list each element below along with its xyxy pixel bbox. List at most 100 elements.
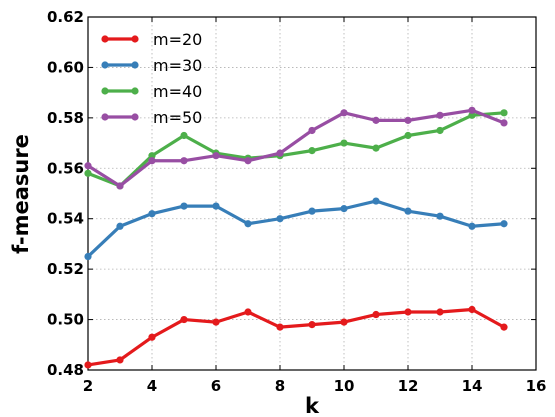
- data-point: [404, 308, 412, 316]
- x-tick-label: 2: [83, 377, 93, 395]
- data-point: [84, 169, 92, 177]
- data-point: [340, 318, 348, 326]
- legend-marker: [101, 113, 109, 121]
- data-point: [244, 308, 252, 316]
- data-point: [276, 323, 284, 331]
- legend-label: m=30: [153, 56, 202, 75]
- series-m-40: [84, 109, 508, 190]
- series-group: [84, 106, 508, 369]
- x-tick-label: 4: [147, 377, 157, 395]
- data-point: [180, 157, 188, 165]
- x-axis-title: k: [305, 394, 320, 417]
- data-point: [404, 116, 412, 124]
- axis-ticks: 2 4 6 8 10 12 14 16 0.48 0.50 0.52 0.54 0.56 0.58 0.60…: [47, 8, 546, 395]
- data-point: [436, 212, 444, 220]
- data-point: [84, 361, 92, 369]
- data-point: [404, 131, 412, 140]
- legend-label: m=20: [153, 30, 202, 49]
- legend-entry: m=40: [101, 82, 202, 101]
- data-point: [308, 126, 316, 135]
- data-point: [436, 308, 444, 316]
- data-point: [148, 210, 156, 218]
- legend-label: m=40: [153, 82, 202, 101]
- y-tick-label: 0.48: [47, 361, 84, 379]
- data-point: [500, 220, 508, 228]
- x-tick-label: 10: [334, 377, 355, 395]
- data-point: [500, 323, 508, 331]
- y-tick-label: 0.58: [47, 109, 84, 127]
- data-point: [340, 205, 348, 213]
- legend-marker: [131, 35, 139, 43]
- legend-entry: m=50: [101, 108, 202, 127]
- legend-marker: [101, 35, 109, 43]
- data-point: [212, 202, 220, 210]
- series-m-20: [84, 305, 508, 369]
- data-point: [372, 197, 380, 205]
- x-tick-label: 6: [211, 377, 221, 395]
- data-point: [468, 106, 476, 114]
- data-point: [180, 315, 188, 324]
- legend-marker: [131, 113, 139, 121]
- series-line: [86, 108, 506, 188]
- legend-marker: [101, 61, 109, 69]
- series-line: [86, 307, 506, 367]
- data-point: [180, 202, 188, 210]
- data-point: [116, 222, 124, 230]
- data-point: [212, 318, 220, 326]
- series-line: [86, 111, 506, 188]
- data-point: [116, 356, 124, 364]
- legend-marker: [131, 61, 139, 69]
- data-point: [468, 222, 476, 230]
- data-point: [500, 119, 508, 127]
- data-point: [84, 252, 92, 261]
- x-tick-label: 8: [275, 377, 285, 395]
- y-tick-label: 0.52: [47, 260, 84, 278]
- data-point: [372, 144, 380, 152]
- data-point: [500, 109, 508, 117]
- data-point: [404, 207, 412, 215]
- y-axis-title: f-measure: [9, 134, 33, 254]
- series-m-50: [84, 106, 508, 190]
- data-point: [148, 157, 156, 165]
- plot-frame: [87, 16, 537, 371]
- data-point: [340, 139, 348, 147]
- data-point: [308, 147, 316, 155]
- y-tick-label: 0.62: [47, 8, 84, 26]
- data-point: [468, 111, 476, 119]
- data-point: [372, 116, 380, 124]
- data-point: [148, 152, 156, 160]
- grid: [88, 17, 536, 370]
- data-point: [116, 182, 124, 190]
- x-tick-label: 12: [398, 377, 419, 395]
- legend-marker: [101, 87, 109, 95]
- data-point: [372, 310, 380, 319]
- data-point: [276, 149, 284, 157]
- y-tick-label: 0.50: [47, 311, 84, 329]
- data-point: [308, 321, 316, 329]
- legend-entry: m=20: [101, 30, 202, 49]
- x-tick-label: 14: [462, 377, 483, 395]
- data-point: [180, 131, 188, 140]
- y-tick-label: 0.60: [47, 58, 84, 76]
- legend-marker: [131, 87, 139, 95]
- data-point: [244, 220, 252, 228]
- y-tick-label: 0.54: [47, 210, 84, 228]
- data-point: [84, 162, 92, 170]
- data-point: [468, 305, 476, 314]
- data-point: [244, 157, 252, 165]
- data-point: [308, 207, 316, 215]
- legend-label: m=50: [153, 108, 202, 127]
- series-line: [86, 199, 506, 259]
- series-m-30: [84, 197, 508, 261]
- data-point: [276, 215, 284, 223]
- data-point: [340, 109, 348, 117]
- data-point: [436, 126, 444, 135]
- x-tick-label: 16: [526, 377, 547, 395]
- legend-entry: m=30: [101, 56, 202, 75]
- legend: m=20 m=30 m=40 m=50: [101, 30, 202, 127]
- y-tick-label: 0.56: [47, 159, 84, 177]
- data-point: [436, 111, 444, 119]
- data-point: [148, 333, 156, 341]
